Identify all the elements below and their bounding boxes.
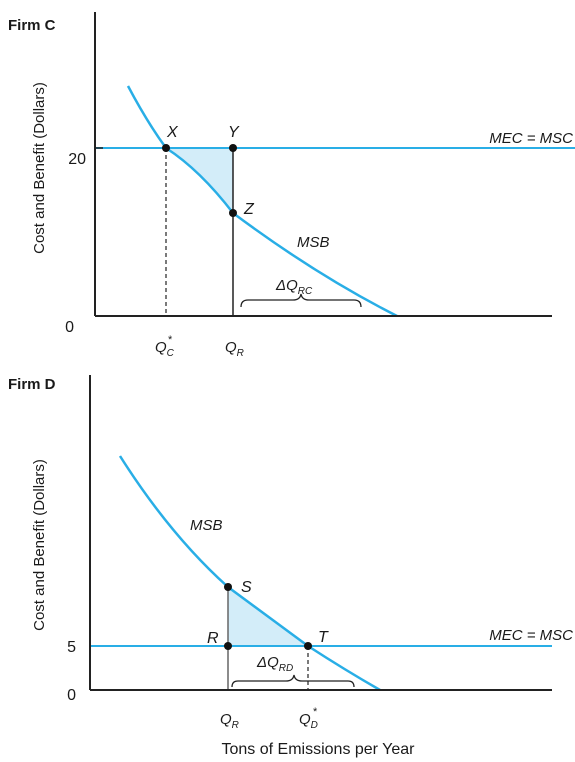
qr-label-c: QR xyxy=(225,339,244,359)
x-axis-label-d: Tons of Emissions per Year xyxy=(222,741,416,758)
point-x-label: X xyxy=(166,124,179,141)
y-tick-0-c: 0 xyxy=(65,319,74,336)
msb-curve-d xyxy=(118,455,381,692)
y-tick-0-d: 0 xyxy=(67,687,76,704)
mec-label-c: MEC = MSC xyxy=(489,130,573,147)
point-s-dot xyxy=(224,583,232,591)
delta-q-rc-label: ΔQRC xyxy=(275,277,313,297)
y-axis-label-d: Cost and Benefit (Dollars) xyxy=(31,459,48,631)
point-s-label: S xyxy=(241,579,252,596)
point-z-label: Z xyxy=(243,201,255,218)
qd-star-label: QD xyxy=(299,711,318,731)
panel-firm-d: Firm D Cost and Benefit (Dollars) 5 0 S … xyxy=(8,375,573,758)
panel-title-d: Firm D xyxy=(8,376,56,393)
qc-star-label: QC xyxy=(155,339,175,359)
brace-delta-q-rc xyxy=(240,293,362,308)
msb-label-d: MSB xyxy=(190,517,223,534)
qr-label-d: QR xyxy=(220,711,239,731)
point-r-label: R xyxy=(207,630,219,647)
point-y-dot xyxy=(229,144,237,152)
point-r-dot xyxy=(224,642,232,650)
qc-star-asterisk: * xyxy=(168,334,173,346)
mec-label-d: MEC = MSC xyxy=(489,627,573,644)
msb-label-c: MSB xyxy=(297,234,330,251)
brace-delta-q-rd xyxy=(231,674,355,688)
point-z-dot xyxy=(229,209,237,217)
panel-title-c: Firm C xyxy=(8,17,56,34)
y-tick-20: 20 xyxy=(68,151,86,168)
point-t-label: T xyxy=(318,629,329,646)
point-x-dot xyxy=(162,144,170,152)
msb-curve-c xyxy=(126,85,398,318)
delta-q-rd-label: ΔQRD xyxy=(256,654,293,674)
shaded-area-c xyxy=(166,148,233,213)
qd-star-asterisk: * xyxy=(313,706,318,718)
panel-firm-c: Firm C Cost and Benefit (Dollars) 20 0 X… xyxy=(8,12,575,359)
y-tick-5: 5 xyxy=(67,639,76,656)
point-t-dot xyxy=(304,642,312,650)
point-y-label: Y xyxy=(228,124,240,141)
y-axis-label-c: Cost and Benefit (Dollars) xyxy=(31,82,48,254)
shaded-area-d xyxy=(228,587,308,646)
